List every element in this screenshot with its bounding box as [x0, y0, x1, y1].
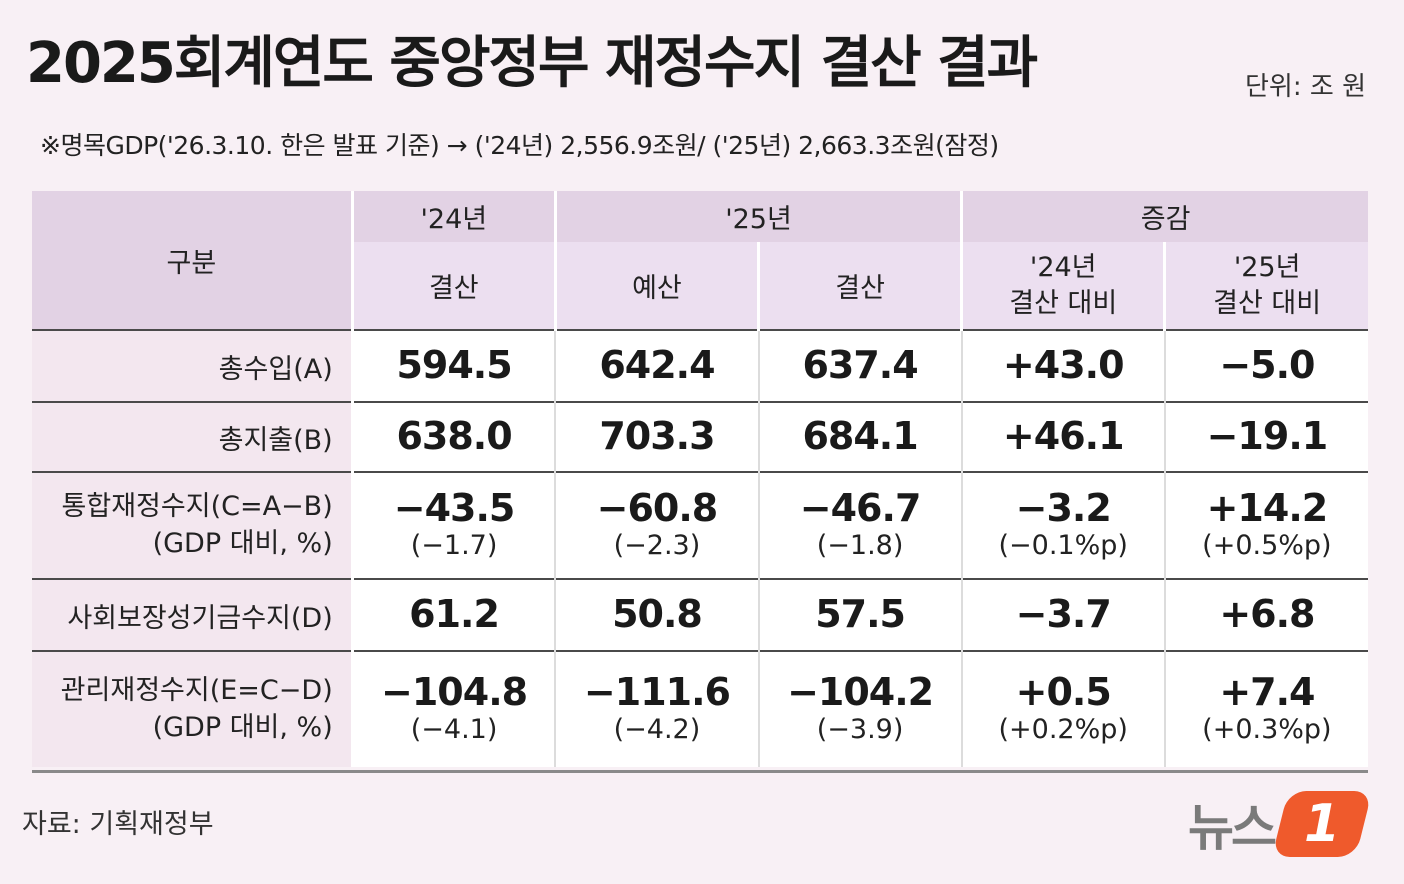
cell-value: −111.6 — [583, 670, 731, 715]
table-cell: +6.8 — [1164, 578, 1368, 651]
logo-wordmark: 뉴스 — [1188, 799, 1277, 857]
row-label: 총지출(B) — [32, 401, 354, 472]
cell-value: 638.0 — [396, 414, 512, 459]
cell-value: −60.8 — [596, 486, 719, 531]
subheader-change-vs-2024-text: 결산 대비 — [1009, 287, 1118, 319]
table-cell: −3.7 — [961, 578, 1166, 651]
row-label: 통합재정수지(C=A−B) (GDP 대비, %) — [32, 471, 354, 579]
subheader-change-vs-2025-year: '25년 — [1233, 252, 1301, 284]
table-row-managed-balance: 관리재정수지(E=C−D) (GDP 대비, %) −104.8 (−4.1) −… — [32, 650, 1368, 767]
cell-value: −3.7 — [1015, 592, 1112, 637]
logo-badge-number: 1 — [1303, 794, 1341, 854]
group-header-change: 증감 — [961, 191, 1368, 242]
gdp-note: ※명목GDP('26.3.10. 한은 발표 기준) → ('24년) 2,55… — [40, 131, 999, 160]
cell-ratio: (−2.3) — [613, 530, 701, 562]
cell-value: 61.2 — [409, 592, 500, 637]
table-cell: 703.3 — [555, 401, 760, 472]
table-row-social-security-balance: 사회보장성기금수지(D) 61.2 50.8 57.5 −3.7 +6.8 — [32, 578, 1368, 651]
table-row-total-revenue: 총수입(A) 594.5 642.4 637.4 +43.0 −5.0 — [32, 329, 1368, 402]
subheader-2025-budget: 예산 — [555, 242, 761, 330]
table-row-total-expenditure: 총지출(B) 638.0 703.3 684.1 +46.1 −19.1 — [32, 401, 1368, 472]
cell-value: −19.1 — [1206, 414, 1329, 459]
table-cell: −60.8 (−2.3) — [555, 471, 760, 579]
subheader-2025-settlement: 결산 — [758, 242, 964, 330]
table-cell: −19.1 — [1164, 401, 1368, 472]
table-cell: 50.8 — [555, 578, 760, 651]
group-header-2025: '25년 — [555, 191, 964, 242]
cell-value: −104.2 — [787, 670, 934, 715]
cell-value: −3.2 — [1015, 486, 1112, 531]
cell-value: 642.4 — [599, 343, 715, 388]
table-cell: 61.2 — [352, 578, 557, 651]
table-cell: +7.4 (+0.3%p) — [1164, 650, 1368, 767]
cell-value: 50.8 — [612, 592, 703, 637]
row-label-main: 통합재정수지(C=A−B) — [61, 491, 333, 523]
corner-header: 구분 — [32, 191, 354, 330]
table-cell: +46.1 — [961, 401, 1166, 472]
cell-value: 594.5 — [396, 343, 512, 388]
table-cell: 594.5 — [352, 329, 557, 402]
row-label-sub: (GDP 대비, %) — [152, 711, 333, 743]
cell-ratio: (−4.2) — [613, 714, 701, 746]
table-cell: −5.0 — [1164, 329, 1368, 402]
cell-value: 637.4 — [802, 343, 918, 388]
cell-ratio: (−4.1) — [410, 714, 498, 746]
table-cell: 642.4 — [555, 329, 760, 402]
table-cell: −111.6 (−4.2) — [555, 650, 760, 767]
subheader-2024-settlement: 결산 — [352, 242, 557, 330]
cell-value: +0.5 — [1015, 670, 1112, 715]
table-cell: +0.5 (+0.2%p) — [961, 650, 1166, 767]
table-cell: −46.7 (−1.8) — [758, 471, 963, 579]
table-cell: 638.0 — [352, 401, 557, 472]
subheader-change-vs-2024: '24년 결산 대비 — [961, 242, 1167, 330]
news1-logo: 뉴스 1 — [1188, 790, 1373, 858]
cell-ratio: (−3.9) — [816, 714, 904, 746]
table-cell: +43.0 — [961, 329, 1166, 402]
cell-value: +14.2 — [1206, 486, 1329, 531]
cell-ratio: (+0.3%p) — [1202, 714, 1332, 746]
row-label: 사회보장성기금수지(D) — [32, 578, 354, 651]
table-cell: +14.2 (+0.5%p) — [1164, 471, 1368, 579]
subheader-change-vs-2025-text: 결산 대비 — [1213, 287, 1322, 319]
cell-value: 703.3 — [599, 414, 715, 459]
table-cell: −3.2 (−0.1%p) — [961, 471, 1166, 579]
group-header-2024: '24년 — [352, 191, 557, 242]
unit-label: 단위: 조 원 — [1245, 72, 1366, 102]
cell-ratio: (−1.8) — [816, 530, 904, 562]
table-cell: 684.1 — [758, 401, 963, 472]
cell-value: −46.7 — [799, 486, 922, 531]
table-cell: −104.8 (−4.1) — [352, 650, 557, 767]
table-row-consolidated-balance: 통합재정수지(C=A−B) (GDP 대비, %) −43.5 (−1.7) −6… — [32, 471, 1368, 579]
logo-badge: 1 — [1271, 791, 1373, 857]
cell-value: +6.8 — [1219, 592, 1315, 637]
table-cell: −104.2 (−3.9) — [758, 650, 963, 767]
cell-value: −43.5 — [393, 486, 516, 531]
cell-value: −104.8 — [381, 670, 528, 715]
cell-value: +43.0 — [1002, 343, 1125, 388]
row-label: 관리재정수지(E=C−D) (GDP 대비, %) — [32, 650, 354, 767]
subheader-change-vs-2025: '25년 결산 대비 — [1164, 242, 1368, 330]
cell-ratio: (+0.5%p) — [1202, 530, 1332, 562]
table-cell: −43.5 (−1.7) — [352, 471, 557, 579]
subheader-change-vs-2024-year: '24년 — [1029, 252, 1097, 284]
row-label: 총수입(A) — [32, 329, 354, 402]
cell-value: +7.4 — [1219, 670, 1315, 715]
source-credit: 자료: 기획재정부 — [22, 809, 214, 840]
cell-value: +46.1 — [1002, 414, 1125, 459]
cell-ratio: (+0.2%p) — [998, 714, 1128, 746]
table-cell: 637.4 — [758, 329, 963, 402]
cell-ratio: (−0.1%p) — [998, 530, 1128, 562]
cell-value: 684.1 — [802, 414, 918, 459]
page-title: 2025회계연도 중앙정부 재정수지 결산 결과 — [26, 31, 1038, 96]
cell-value: 57.5 — [815, 592, 906, 637]
table-cell: 57.5 — [758, 578, 963, 651]
cell-ratio: (−1.7) — [410, 530, 498, 562]
cell-value: −5.0 — [1219, 343, 1315, 388]
row-label-main: 관리재정수지(E=C−D) — [60, 675, 333, 707]
fiscal-balance-table: 구분 '24년 '25년 증감 결산 예산 결산 '24년 결산 대비 '25년… — [32, 191, 1368, 767]
row-label-sub: (GDP 대비, %) — [152, 527, 333, 559]
table-bottom-rule — [32, 770, 1368, 773]
